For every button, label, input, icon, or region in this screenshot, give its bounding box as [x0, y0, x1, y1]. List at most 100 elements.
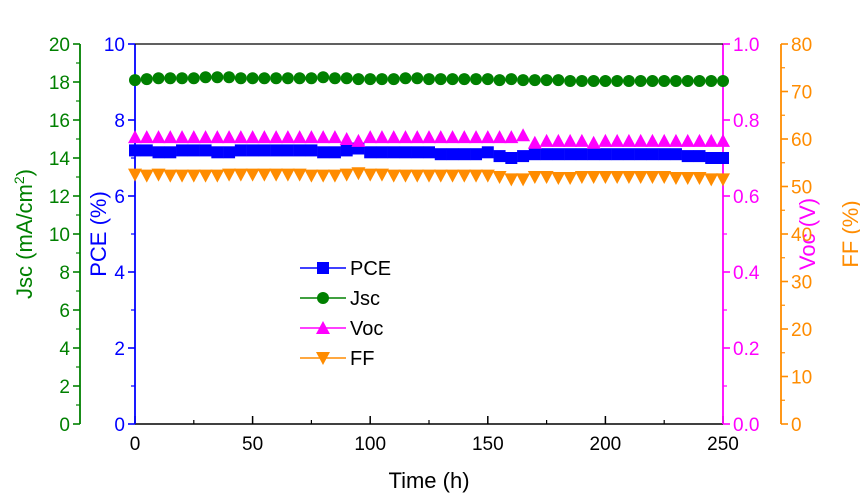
- ff-point: [139, 169, 154, 183]
- pce-point: [458, 148, 471, 161]
- pce-point: [246, 144, 259, 157]
- legend-label: Jsc: [350, 288, 380, 310]
- legend-label: Voc: [350, 318, 383, 340]
- jsc-point: [317, 71, 330, 84]
- x-axis-title: Time (h): [388, 468, 469, 493]
- jsc-point: [622, 75, 635, 88]
- jsc-point: [211, 71, 224, 84]
- ff-point: [410, 169, 425, 183]
- voc-point: [610, 133, 625, 147]
- ff-point: [245, 168, 260, 182]
- voc-point: [574, 133, 589, 147]
- jsc-point: [129, 74, 141, 87]
- ff-point: [645, 171, 660, 184]
- voc-point: [586, 135, 601, 149]
- legend-label: PCE: [350, 258, 391, 280]
- voc-tick-label: 0.0: [733, 415, 759, 436]
- voc-point: [422, 130, 436, 144]
- ff-tick-label: 30: [791, 273, 812, 294]
- voc-point: [316, 130, 331, 144]
- pce-point: [564, 148, 577, 161]
- jsc-point: [328, 72, 341, 85]
- voc-point: [457, 130, 472, 144]
- jsc-point: [658, 75, 671, 88]
- pce-point: [340, 144, 353, 157]
- ff-axis-title-group: FF (%): [838, 200, 860, 267]
- ff-tick-label: 40: [791, 225, 812, 246]
- pce-point: [293, 144, 306, 157]
- jsc-point: [270, 72, 283, 85]
- jsc-point: [446, 73, 459, 86]
- ff-point: [657, 171, 672, 184]
- pce-point: [669, 148, 682, 161]
- ff-tick-label: 80: [791, 35, 812, 56]
- voc-point: [633, 133, 648, 147]
- voc-point: [598, 133, 613, 147]
- ff-point: [363, 168, 378, 182]
- ff-point: [539, 171, 554, 184]
- ff-point: [398, 169, 413, 183]
- ff-point: [269, 168, 284, 182]
- legend-marker: [317, 262, 329, 274]
- series-group: [128, 71, 730, 187]
- voc-point: [304, 130, 319, 144]
- voc-point: [445, 130, 460, 144]
- jsc-point: [505, 73, 518, 86]
- legend-marker: [317, 292, 329, 304]
- jsc-point: [387, 73, 400, 86]
- ff-point: [480, 169, 495, 183]
- voc-point: [516, 128, 531, 142]
- jsc-point: [681, 75, 694, 88]
- pce-point: [387, 146, 400, 159]
- voc-point: [563, 133, 578, 147]
- jsc-point: [176, 72, 189, 85]
- pce-point: [223, 146, 236, 159]
- ff-point: [339, 168, 354, 182]
- voc-tick-label: 0.6: [733, 187, 759, 208]
- ff-point: [633, 171, 648, 184]
- voc-point: [222, 130, 237, 144]
- ff-point: [151, 168, 166, 182]
- series-voc: [128, 128, 730, 149]
- voc-axis-title-group: Voc (V): [795, 198, 820, 270]
- voc-point: [351, 133, 366, 147]
- ff-point: [316, 169, 331, 183]
- series-pce: [129, 142, 729, 164]
- jsc-point: [552, 74, 565, 87]
- pce-tick-label: 4: [114, 263, 125, 284]
- jsc-point: [352, 73, 365, 86]
- jsc-axis-title: Jsc (mA/cm2): [11, 169, 37, 299]
- pce-point: [481, 146, 494, 159]
- voc-point: [280, 130, 295, 144]
- pce-point: [258, 144, 271, 157]
- jsc-point: [293, 72, 306, 85]
- voc-point: [386, 130, 401, 144]
- voc-point: [433, 130, 448, 144]
- voc-point: [151, 130, 166, 144]
- pce-point: [693, 150, 706, 163]
- pce-point: [681, 150, 694, 163]
- pce-point: [211, 146, 224, 159]
- pce-point: [599, 148, 612, 161]
- series-ff: [128, 167, 730, 187]
- jsc-point: [458, 73, 471, 86]
- jsc-tick-label: 0: [59, 415, 70, 436]
- ff-point: [527, 171, 542, 184]
- pce-point: [270, 144, 283, 157]
- jsc-point: [399, 72, 412, 85]
- ff-point: [598, 171, 613, 184]
- pce-point: [234, 144, 247, 157]
- ff-point: [680, 171, 695, 185]
- voc-tick-label: 0.8: [733, 111, 759, 132]
- pce-point: [434, 148, 447, 161]
- pce-point: [540, 148, 553, 161]
- pce-tick-label: 6: [114, 187, 125, 208]
- voc-point: [163, 130, 178, 144]
- pce-point: [517, 150, 530, 163]
- pce-point: [493, 150, 506, 163]
- ff-point: [327, 169, 342, 183]
- jsc-point: [705, 75, 718, 88]
- legend-marker: [316, 321, 330, 334]
- ff-point: [516, 173, 531, 187]
